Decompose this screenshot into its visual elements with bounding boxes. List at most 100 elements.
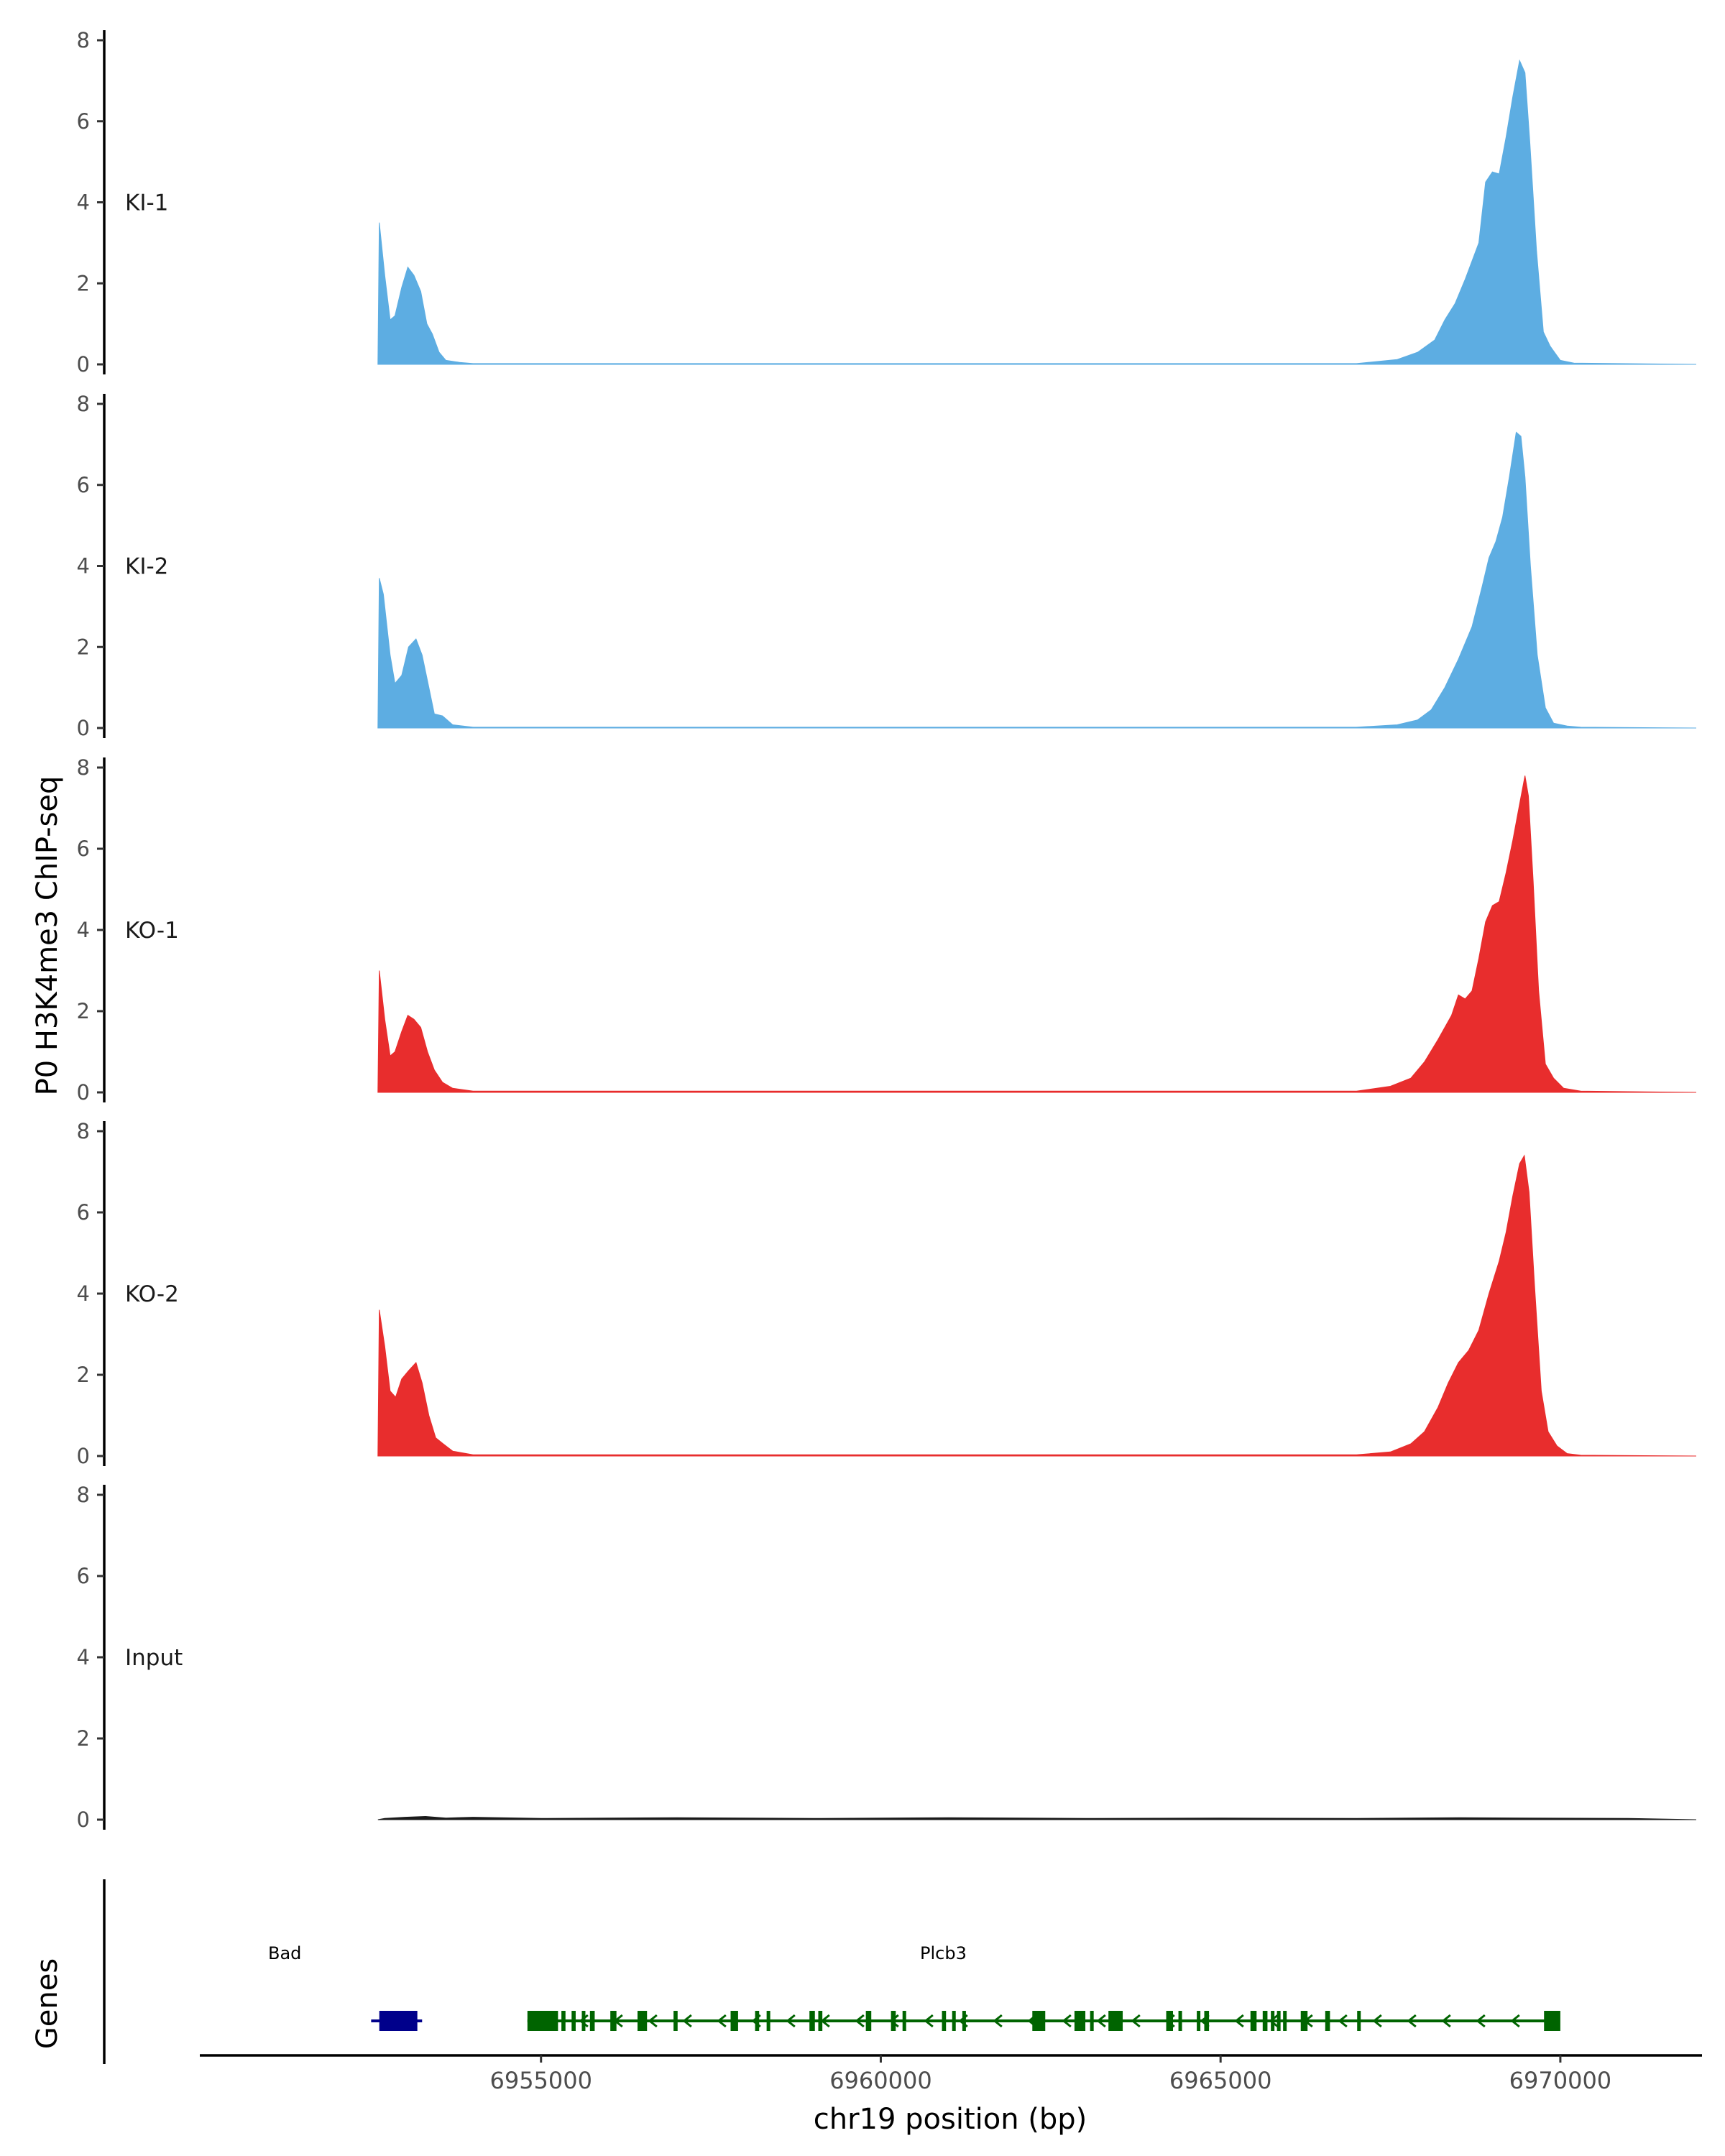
gene-exon <box>1204 2011 1210 2031</box>
y-tick-label: 8 <box>77 28 90 52</box>
y-tick-label: 2 <box>77 635 90 659</box>
strand-arrow <box>1372 2014 1382 2028</box>
track-label: KI-2 <box>125 554 168 580</box>
track-label: KO-2 <box>125 1281 179 1307</box>
y-tick-label: 2 <box>77 1363 90 1387</box>
x-tick-label: 6955000 <box>489 2067 592 2094</box>
track-label: Input <box>125 1645 183 1671</box>
y-tick-label: 6 <box>77 109 90 134</box>
gene-exon <box>673 2011 678 2031</box>
track-ki-1: 0 2 4 6 8 KI-1 <box>77 28 1697 377</box>
y-tick-label: 8 <box>77 755 90 780</box>
gene-track-title: Genes <box>31 1958 64 2049</box>
y-tick-label: 0 <box>77 352 90 377</box>
signal-area-ki-1 <box>377 59 1697 365</box>
signal-area-ki-2 <box>377 431 1697 729</box>
gene-exon <box>891 2011 896 2031</box>
gene-exon <box>865 2011 872 2031</box>
y-tick-label: 2 <box>77 271 90 295</box>
track-ki-2: 0 2 4 6 8 KI-2 <box>77 392 1697 740</box>
y-tick-label: 2 <box>77 1726 90 1751</box>
signal-area-ko-1 <box>377 775 1697 1093</box>
y-tick-label: 2 <box>77 999 90 1023</box>
gene-exon <box>1325 2011 1330 2031</box>
strand-arrow <box>1407 2014 1417 2028</box>
y-tick-label: 0 <box>77 1080 90 1105</box>
y-tick-label: 0 <box>77 1807 90 1832</box>
strand-arrow <box>1096 2014 1106 2028</box>
y-axis-title: P0 H3K4me3 ChIP-seq <box>31 776 64 1096</box>
strand-arrow <box>682 2014 692 2028</box>
gene-exon <box>610 2011 617 2031</box>
gene-exon <box>902 2011 906 2031</box>
gene-exon <box>561 2011 566 2031</box>
y-tick-label: 4 <box>77 1281 90 1306</box>
gene-exon <box>571 2011 576 2031</box>
gene-exon <box>1166 2011 1173 2031</box>
y-tick-label: 4 <box>77 1645 90 1669</box>
strand-arrow <box>1269 2014 1279 2028</box>
gene-exon <box>942 2011 947 2031</box>
gene-exon <box>1300 2011 1308 2031</box>
gene-exon <box>1090 2011 1094 2031</box>
y-tick-label: 8 <box>77 1483 90 1507</box>
strand-arrow <box>1510 2014 1520 2028</box>
x-tick-label: 6965000 <box>1169 2067 1272 2094</box>
x-tick-label: 6960000 <box>829 2067 932 2094</box>
gene-exon <box>589 2011 595 2031</box>
signal-area-ko-2 <box>377 1154 1697 1457</box>
gene-exon <box>755 2011 760 2031</box>
gene-exon <box>1262 2011 1268 2031</box>
y-tick-label: 6 <box>77 1200 90 1225</box>
strand-arrow <box>1234 2014 1244 2028</box>
y-tick-label: 8 <box>77 392 90 416</box>
y-tick-label: 6 <box>77 837 90 861</box>
strand-arrow <box>648 2014 658 2028</box>
strand-arrow <box>1441 2014 1451 2028</box>
y-tick-label: 0 <box>77 716 90 740</box>
y-tick-label: 4 <box>77 554 90 579</box>
x-axis: 6955000 6960000 6965000 6970000 <box>200 2054 1702 2094</box>
gene-exon <box>962 2011 966 2031</box>
gene-exon <box>1357 2011 1361 2031</box>
gene-exon <box>581 2011 586 2031</box>
gene-plcb3: Plcb3 <box>527 1943 1560 2031</box>
gene-exon <box>766 2011 770 2031</box>
gene-exon <box>1250 2011 1257 2031</box>
track-label: KO-1 <box>125 918 179 944</box>
strand-arrow <box>1131 2014 1141 2028</box>
gene-label: Plcb3 <box>920 1943 967 1963</box>
gene-label: Bad <box>268 1943 301 1963</box>
y-tick-label: 0 <box>77 1444 90 1468</box>
y-tick-label: 6 <box>77 1564 90 1588</box>
strand-arrow <box>924 2014 934 2028</box>
gene-exon <box>1032 2011 1046 2031</box>
x-axis-title: chr19 position (bp) <box>814 2103 1087 2136</box>
track-label: KI-1 <box>125 190 168 216</box>
y-tick-label: 4 <box>77 190 90 215</box>
gene-exon <box>1283 2011 1287 2031</box>
gene-exon <box>1197 2011 1201 2031</box>
gene-exon <box>1178 2011 1182 2031</box>
gene-track: Bad Plcb3 <box>103 1879 1560 2064</box>
track-ko-2: 0 2 4 6 8 KO-2 <box>77 1119 1697 1468</box>
strand-arrow <box>1062 2014 1072 2028</box>
track-ko-1: 0 2 4 6 8 KO-1 <box>77 755 1697 1105</box>
gene-exon <box>637 2011 648 2031</box>
gene-exon <box>730 2011 738 2031</box>
strand-arrow <box>1476 2014 1486 2028</box>
gene-exon <box>952 2011 956 2031</box>
signal-tracks: 0 2 4 6 8 KI-1 0 2 4 6 8 KI-2 0 2 4 6 8 KO-1 0 2 4 6 8 KO-2 0 2 4 6… <box>77 28 1697 1832</box>
x-tick-label: 6970000 <box>1509 2067 1612 2094</box>
gene-exon <box>818 2011 823 2031</box>
strand-arrow <box>786 2014 796 2028</box>
y-tick-label: 8 <box>77 1119 90 1143</box>
y-tick-label: 6 <box>77 473 90 497</box>
gene-exon <box>1544 2011 1560 2031</box>
gene-exon <box>1276 2011 1281 2031</box>
gene-exon <box>379 2011 418 2031</box>
y-tick-label: 4 <box>77 918 90 942</box>
strand-arrow <box>855 2014 865 2028</box>
gene-exon <box>1271 2011 1275 2031</box>
strand-arrow <box>579 2014 589 2028</box>
